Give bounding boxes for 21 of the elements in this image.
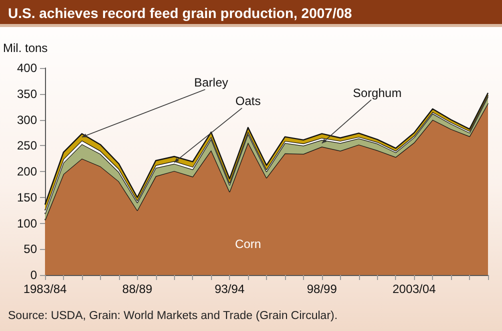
x-tick-label: 1983/84 bbox=[23, 282, 68, 296]
x-tick-label: 93/94 bbox=[214, 282, 245, 296]
x-tick-label: 98/99 bbox=[306, 282, 338, 296]
y-tick-label: 400 bbox=[16, 61, 38, 75]
text: Oats bbox=[235, 94, 261, 108]
text: Barley bbox=[194, 75, 228, 90]
y-tick-label: 150 bbox=[16, 190, 38, 204]
y-tick-label: 350 bbox=[16, 86, 38, 101]
chart-title: U.S. achieves record feed grain production, 2007/08 bbox=[0, 0, 502, 27]
y-tick-label: 200 bbox=[16, 164, 38, 178]
y-tick-label: 0 bbox=[30, 268, 38, 282]
source-note: Source: USDA, Grain: World Markets and Trade (Grain Circular). bbox=[8, 310, 338, 322]
y-tick-label: 50 bbox=[24, 242, 38, 256]
text: Sorghum bbox=[352, 86, 402, 100]
x-tick-label: 2003/04 bbox=[392, 282, 436, 296]
y-tick-label: 100 bbox=[16, 216, 38, 230]
y-tick-label: 300 bbox=[16, 112, 38, 127]
series-label: Corn bbox=[235, 236, 262, 251]
y-tick-label: 250 bbox=[16, 138, 38, 153]
x-tick-label: 88/89 bbox=[122, 282, 153, 296]
y-axis-title: Mil. tons bbox=[3, 41, 48, 55]
